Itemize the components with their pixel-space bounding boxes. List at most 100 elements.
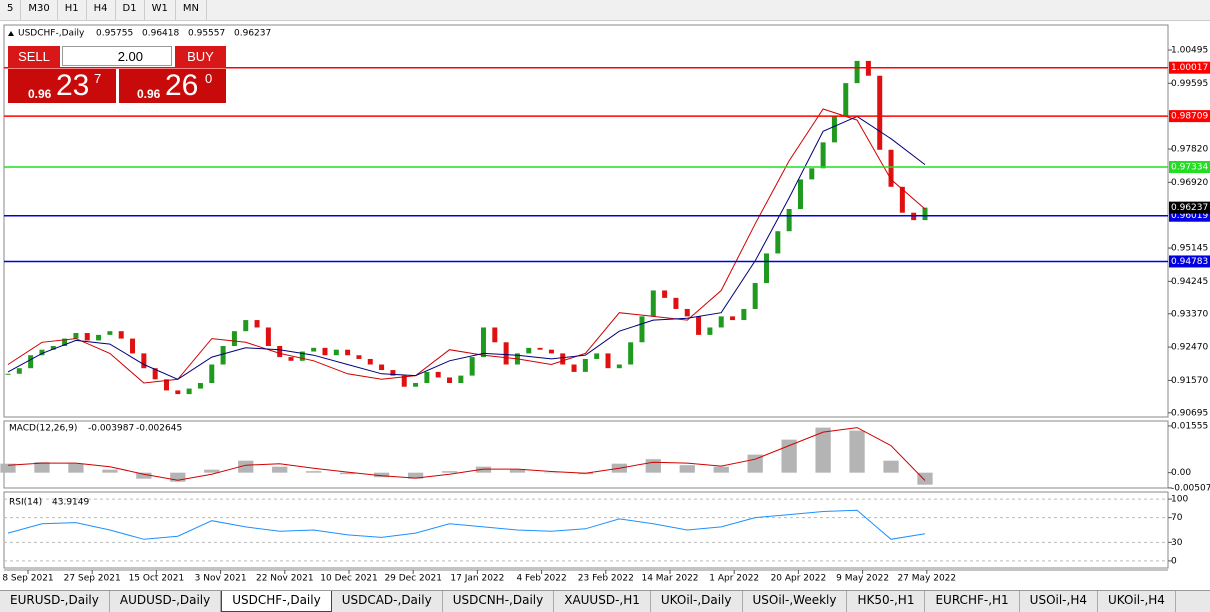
candle xyxy=(469,357,475,376)
y-tick-label: 70 xyxy=(1171,513,1183,523)
candle xyxy=(84,333,90,341)
x-tick-label: 20 Apr 2022 xyxy=(771,574,827,584)
candle xyxy=(345,349,351,356)
y-tick-label: 0.93370 xyxy=(1171,309,1208,319)
timeframe-button[interactable]: H1 xyxy=(58,0,87,20)
chart-tab[interactable]: XAUUSD-,H1 xyxy=(554,591,651,612)
timeframe-button[interactable]: M30 xyxy=(21,0,58,20)
candle xyxy=(741,308,747,321)
macd-bar xyxy=(815,427,831,473)
chart-tab[interactable]: EURUSD-,Daily xyxy=(0,591,110,612)
candle xyxy=(311,347,317,352)
level-tag xyxy=(1169,161,1210,174)
candle xyxy=(820,142,826,169)
chart-tab[interactable]: USDCHF-,Daily xyxy=(221,591,332,612)
candle xyxy=(503,342,509,365)
chart-tab[interactable]: USOil-,H4 xyxy=(1020,591,1098,612)
timeframe-button[interactable]: W1 xyxy=(145,0,176,20)
y-tick-label: 0.97820 xyxy=(1171,145,1208,155)
candle xyxy=(277,345,283,358)
macd-bar xyxy=(645,459,661,473)
ohlc-close: 0.96237 xyxy=(234,29,271,39)
candle xyxy=(243,320,249,332)
x-tick-label: 27 Sep 2021 xyxy=(64,574,121,584)
moving-average xyxy=(7,108,926,384)
y-tick-label: 0.96920 xyxy=(1171,178,1208,188)
bid-sup: 7 xyxy=(94,71,102,86)
candle xyxy=(616,364,622,369)
macd-bar xyxy=(781,439,797,473)
y-tick-label: 0.99595 xyxy=(1171,79,1208,89)
timeframe-button[interactable]: MN xyxy=(176,0,207,20)
candle xyxy=(775,231,781,254)
macd-bar xyxy=(373,472,390,478)
y-tick-label: 0.90695 xyxy=(1171,408,1208,418)
bid-big: 23 xyxy=(56,69,90,102)
chart-tab[interactable]: EURCHF-,H1 xyxy=(925,591,1020,612)
x-tick-label: 8 Sep 2021 xyxy=(2,574,53,584)
sell-button[interactable]: SELL xyxy=(8,46,60,68)
candle xyxy=(152,368,158,380)
candle xyxy=(628,342,634,365)
candle xyxy=(752,283,758,309)
macd-bar xyxy=(543,472,560,474)
lot-input[interactable]: 2.00 xyxy=(62,46,172,66)
current-price: 0.96237 xyxy=(1171,203,1208,213)
chart-tab[interactable]: USDCNH-,Daily xyxy=(443,591,555,612)
macd-bar xyxy=(441,471,458,473)
chart-tab[interactable]: UKOil-,Daily xyxy=(651,591,743,612)
y-tick-label: 0.00 xyxy=(1171,468,1191,478)
buy-button[interactable]: BUY xyxy=(175,46,226,68)
candle xyxy=(333,349,339,356)
chart-tab[interactable]: UKOil-,H4 xyxy=(1098,591,1176,612)
candle xyxy=(877,75,883,150)
rsi-title: RSI(14) xyxy=(9,498,42,508)
bid-price[interactable]: 0.96 23 7 xyxy=(8,69,116,103)
level-tag xyxy=(1169,61,1210,74)
macd-bar xyxy=(204,469,220,473)
candle xyxy=(413,383,419,387)
level-label: 0.98709 xyxy=(1171,112,1208,122)
ask-prefix: 0.96 xyxy=(137,87,161,101)
panel-frame xyxy=(3,491,1169,569)
candle xyxy=(854,60,860,84)
y-tick-label: 0 xyxy=(1171,556,1177,566)
candle xyxy=(39,349,45,356)
y-tick-label: -0.005075 xyxy=(1171,483,1210,493)
macd-bar xyxy=(883,460,899,473)
x-tick-label: 27 May 2022 xyxy=(897,574,956,584)
chart-tab[interactable]: AUDUSD-,Daily xyxy=(110,591,222,612)
candle xyxy=(62,338,68,346)
timeframe-button[interactable]: 5 xyxy=(0,0,22,20)
ask-price[interactable]: 0.96 26 0 xyxy=(119,69,226,103)
candle xyxy=(265,327,271,346)
macd-bar xyxy=(339,472,356,475)
candle xyxy=(639,316,645,343)
candle xyxy=(662,290,668,298)
timeframe-button[interactable]: D1 xyxy=(116,0,145,20)
x-tick-label: 23 Feb 2022 xyxy=(578,574,634,584)
candle xyxy=(28,355,34,369)
macd-bar xyxy=(306,471,322,473)
candle xyxy=(458,375,464,384)
candle xyxy=(650,290,656,317)
timeframe-toolbar: 5 M30 H1 H4 D1 W1 MN xyxy=(0,0,1210,21)
candle xyxy=(843,83,849,117)
panel-frame xyxy=(3,420,1169,489)
candle xyxy=(899,186,905,213)
candle xyxy=(831,116,837,143)
level-label: 0.94783 xyxy=(1171,257,1208,267)
candle xyxy=(922,207,928,221)
timeframe-button[interactable]: H4 xyxy=(87,0,116,20)
chart-tab[interactable]: USOil-,Weekly xyxy=(743,591,848,612)
chart-title: USDCHF-,Daily xyxy=(18,29,85,39)
y-tick-label: 0.95145 xyxy=(1171,244,1208,254)
x-tick-label: 10 Dec 2021 xyxy=(320,574,378,584)
chart-tab[interactable]: HK50-,H1 xyxy=(847,591,926,612)
candle xyxy=(480,327,486,358)
chart-tab[interactable]: USDCAD-,Daily xyxy=(332,591,443,612)
rsi-value: 43.9149 xyxy=(52,498,89,508)
y-tick-label: 1.00495 xyxy=(1171,45,1208,55)
y-tick-label: 0.01555 xyxy=(1171,421,1208,431)
candle xyxy=(684,308,690,317)
